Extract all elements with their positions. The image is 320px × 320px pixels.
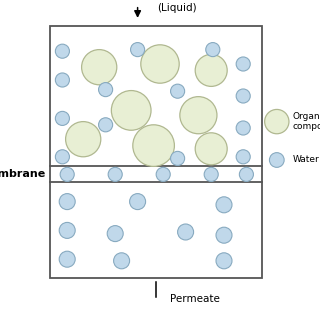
Circle shape (55, 44, 69, 58)
Circle shape (269, 153, 284, 167)
Circle shape (133, 125, 174, 166)
Circle shape (59, 251, 75, 267)
Circle shape (108, 167, 122, 181)
Circle shape (60, 167, 74, 181)
Circle shape (156, 167, 170, 181)
Circle shape (114, 253, 130, 269)
Circle shape (130, 194, 146, 210)
Circle shape (171, 151, 185, 165)
Text: Permeate: Permeate (170, 294, 220, 304)
Circle shape (55, 111, 69, 125)
Circle shape (180, 97, 217, 134)
Circle shape (236, 121, 250, 135)
Circle shape (216, 253, 232, 269)
Circle shape (82, 50, 117, 85)
Circle shape (206, 43, 220, 57)
Circle shape (99, 83, 113, 97)
Circle shape (59, 194, 75, 210)
Circle shape (178, 224, 194, 240)
Circle shape (195, 133, 227, 165)
Circle shape (236, 89, 250, 103)
Text: (Liquid): (Liquid) (157, 3, 196, 13)
Text: Organic
compound: Organic compound (293, 112, 320, 131)
Circle shape (111, 91, 151, 130)
Circle shape (99, 118, 113, 132)
Circle shape (204, 167, 218, 181)
Text: Membrane: Membrane (0, 169, 45, 180)
Circle shape (216, 197, 232, 213)
Circle shape (55, 73, 69, 87)
Circle shape (236, 57, 250, 71)
Circle shape (141, 45, 179, 83)
Circle shape (216, 227, 232, 243)
Circle shape (107, 226, 123, 242)
Text: Water: Water (293, 156, 320, 164)
Circle shape (66, 122, 101, 157)
Circle shape (131, 43, 145, 57)
Circle shape (55, 150, 69, 164)
Bar (50, 26, 262, 278)
Circle shape (265, 109, 289, 134)
Circle shape (171, 84, 185, 98)
Circle shape (239, 167, 253, 181)
Circle shape (236, 150, 250, 164)
Circle shape (59, 222, 75, 238)
Circle shape (195, 54, 227, 86)
